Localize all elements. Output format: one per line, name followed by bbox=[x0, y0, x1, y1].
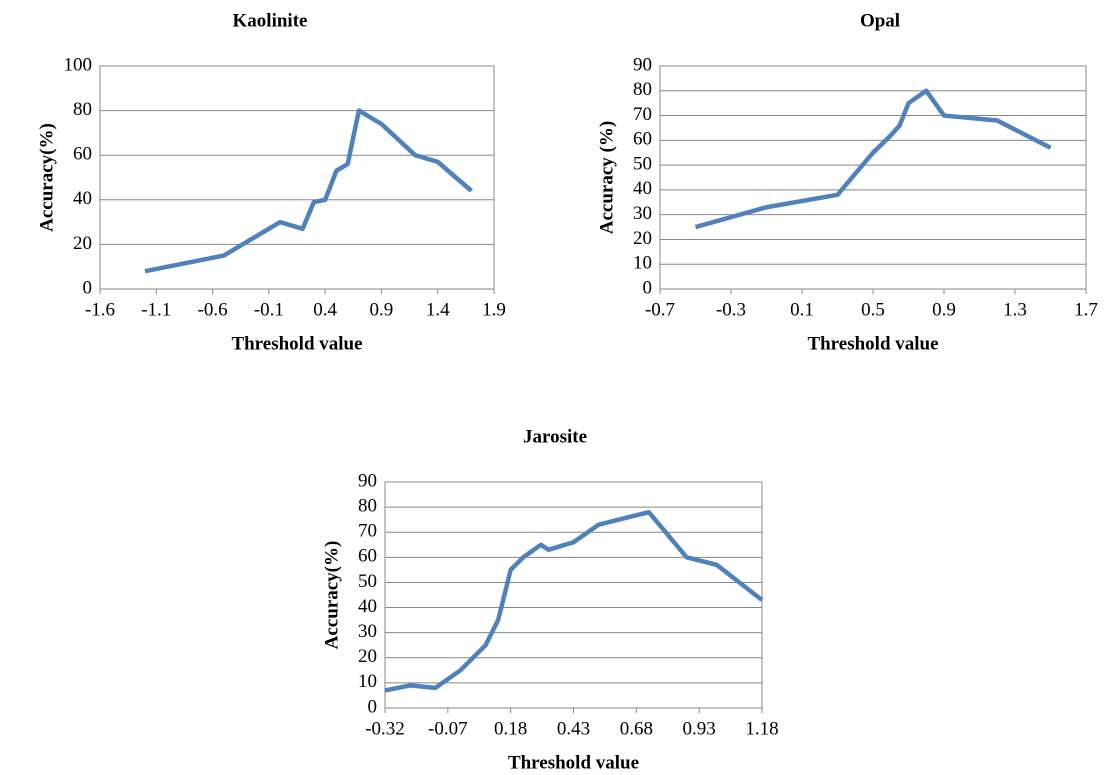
y-tick-label: 40 bbox=[358, 596, 377, 617]
x-axis-label: Threshold value bbox=[231, 333, 362, 354]
y-tick-label: 10 bbox=[358, 671, 377, 692]
plot-frame bbox=[99, 65, 495, 290]
x-tick-label: 1.18 bbox=[745, 718, 778, 739]
x-tick-label: -0.7 bbox=[645, 299, 675, 320]
chart-title: Kaolinite bbox=[233, 10, 308, 31]
plot-frame bbox=[384, 481, 763, 709]
y-tick-label: 30 bbox=[358, 621, 377, 642]
y-tick-label: 90 bbox=[633, 54, 652, 75]
x-tick-label: 0.18 bbox=[494, 718, 527, 739]
y-tick-label: 20 bbox=[633, 228, 652, 249]
data-line bbox=[694, 88, 1052, 230]
plot-frame bbox=[659, 65, 1087, 290]
x-tick-label: -1.1 bbox=[141, 299, 171, 320]
y-tick-label: 50 bbox=[358, 571, 377, 592]
y-tick-label: 90 bbox=[358, 470, 377, 491]
y-axis-label: Accuracy(%) bbox=[36, 123, 57, 232]
y-tick-label: 40 bbox=[633, 178, 652, 199]
y-tick-label: 70 bbox=[633, 104, 652, 125]
x-tick-label: 0.68 bbox=[620, 718, 653, 739]
y-tick-label: 0 bbox=[643, 277, 653, 298]
x-axis-label: Threshold value bbox=[508, 752, 639, 773]
y-tick-label: 20 bbox=[73, 233, 92, 254]
x-tick-label: 0.93 bbox=[683, 718, 716, 739]
y-tick-label: 10 bbox=[633, 253, 652, 274]
y-axis-label: Accuracy(%) bbox=[321, 541, 342, 650]
x-tick-label: 0.43 bbox=[557, 718, 590, 739]
x-tick-label: -0.07 bbox=[428, 718, 468, 739]
x-tick-label: -0.6 bbox=[198, 299, 228, 320]
y-tick-label: 0 bbox=[368, 696, 378, 717]
y-tick-label: 60 bbox=[633, 129, 652, 150]
y-tick-label: 60 bbox=[358, 546, 377, 567]
x-tick-label: 0.9 bbox=[932, 299, 956, 320]
x-tick-label: 1.9 bbox=[482, 299, 506, 320]
x-tick-label: 0.5 bbox=[861, 299, 885, 320]
x-tick-label: 0.9 bbox=[370, 299, 394, 320]
data-line bbox=[384, 509, 764, 693]
y-tick-label: 80 bbox=[358, 495, 377, 516]
x-tick-label: -1.6 bbox=[85, 299, 115, 320]
y-tick-label: 30 bbox=[633, 203, 652, 224]
x-tick-label: 1.4 bbox=[426, 299, 450, 320]
x-tick-label: -0.32 bbox=[365, 718, 405, 739]
y-tick-label: 100 bbox=[64, 54, 93, 75]
data-line bbox=[144, 108, 473, 274]
x-tick-label: 1.7 bbox=[1074, 299, 1098, 320]
y-tick-label: 80 bbox=[633, 79, 652, 100]
x-tick-label: -0.3 bbox=[716, 299, 746, 320]
chart-title: Jarosite bbox=[523, 426, 587, 447]
y-tick-label: 50 bbox=[633, 153, 652, 174]
y-tick-label: 60 bbox=[73, 144, 92, 165]
y-tick-label: 70 bbox=[358, 521, 377, 542]
y-tick-label: 40 bbox=[73, 188, 92, 209]
x-tick-label: -0.1 bbox=[254, 299, 284, 320]
y-tick-label: 0 bbox=[83, 277, 93, 298]
x-tick-label: 1.3 bbox=[1003, 299, 1027, 320]
x-axis-label: Threshold value bbox=[807, 333, 938, 354]
y-tick-label: 20 bbox=[358, 646, 377, 667]
chart-title: Opal bbox=[860, 10, 900, 31]
y-axis-label: Accuracy (%) bbox=[596, 121, 617, 234]
x-tick-label: 0.4 bbox=[313, 299, 337, 320]
y-tick-label: 80 bbox=[73, 99, 92, 120]
x-tick-label: 0.1 bbox=[790, 299, 814, 320]
